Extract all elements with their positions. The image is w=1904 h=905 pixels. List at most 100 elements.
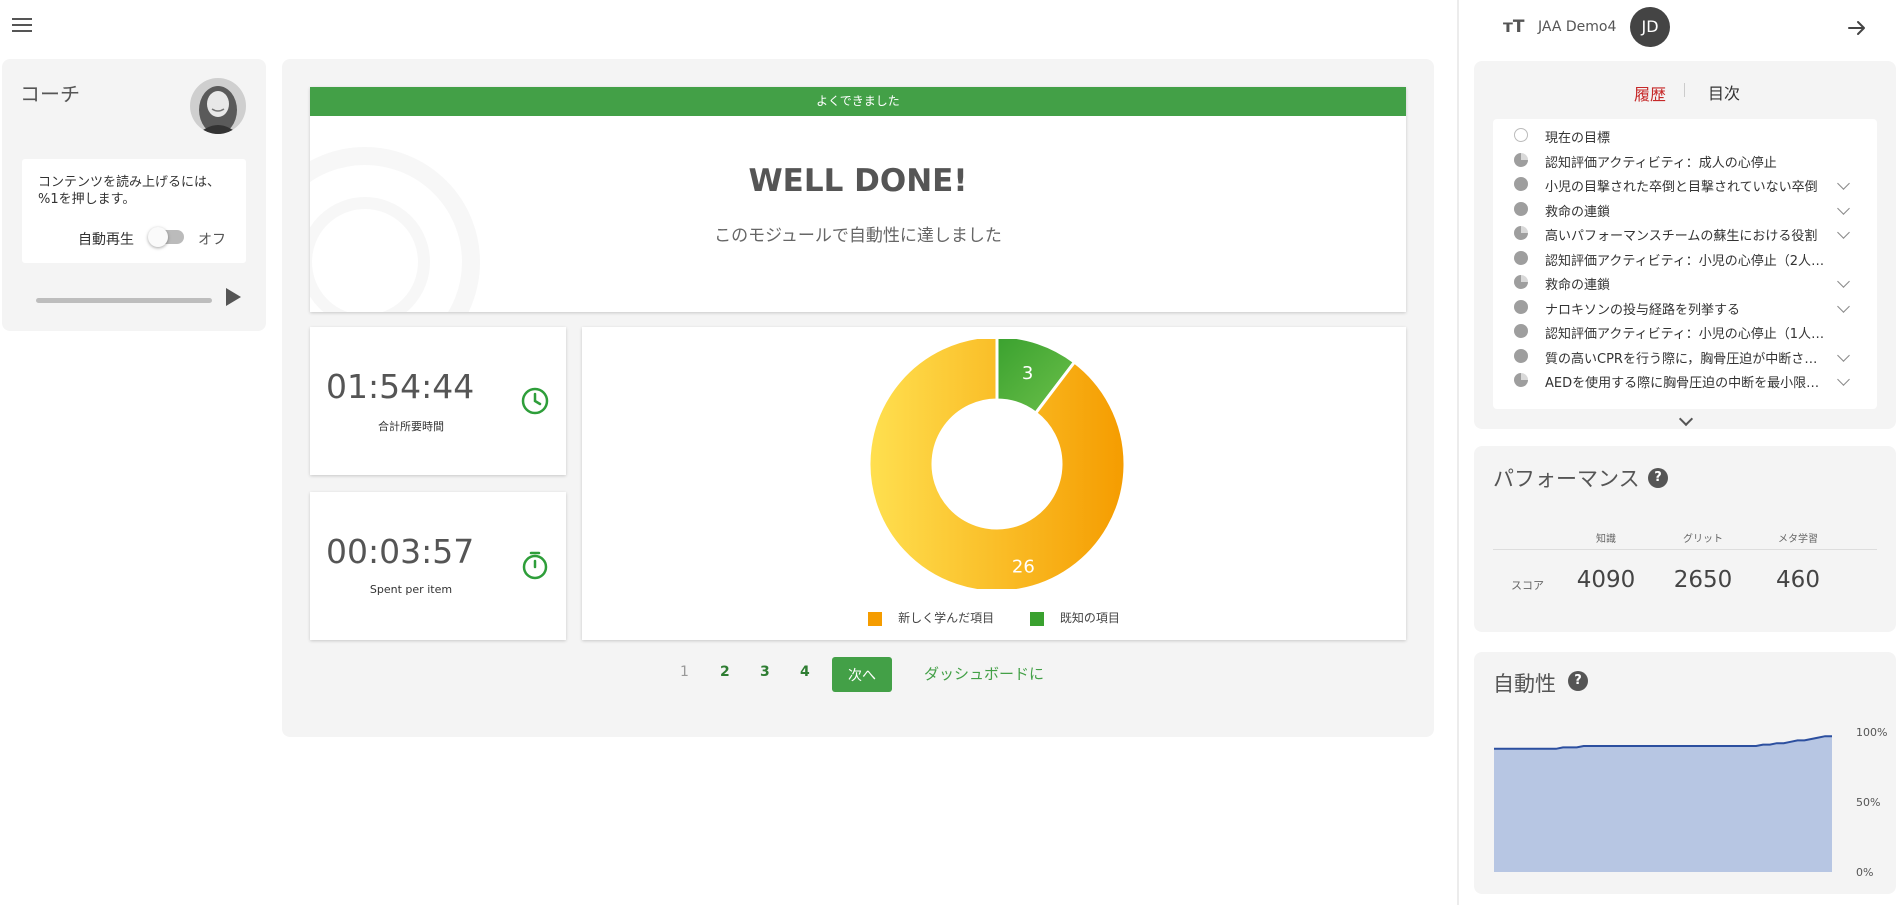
result-subtitle: このモジュールで自動性に達しました	[714, 226, 1002, 246]
legend-label-new: 新しく学んだ項目	[898, 611, 995, 625]
chevron-down-icon[interactable]	[1837, 373, 1850, 386]
per-item-value: 00:03:57	[326, 532, 475, 571]
chevron-down-icon[interactable]	[1837, 348, 1850, 362]
chevron-down-icon[interactable]	[1837, 299, 1850, 313]
legend-item-known: 既知の項目	[1029, 609, 1120, 626]
perf-divider	[1493, 549, 1877, 550]
user-avatar[interactable]: JD	[1630, 7, 1670, 47]
automaticity-chart: 100% 50% 0%	[1494, 726, 1887, 879]
filled-circle-icon	[1514, 348, 1528, 363]
dashboard-link[interactable]: ダッシュボードに	[924, 665, 1045, 683]
page-4[interactable]: 4	[800, 664, 810, 680]
toc-item-label: 現在の目標	[1545, 131, 1611, 146]
y-tick-label: 0%	[1856, 866, 1873, 879]
y-tick-label: 50%	[1856, 796, 1880, 809]
toc-item-label: 認知評価アクティビティ：小児の心停止（1人法）	[1545, 327, 1825, 342]
progress-pie-icon	[1514, 275, 1528, 289]
audio-progress-bar[interactable]	[36, 298, 212, 303]
clock-icon	[521, 387, 549, 415]
chevron-down-icon[interactable]	[1837, 177, 1850, 190]
history-list: 現在の目標認知評価アクティビティ：成人の心停止 小児の目撃された卒倒と目撃されてい…	[1493, 119, 1877, 409]
per-item-label: Spent per item	[369, 583, 453, 596]
total-time-value: 01:54:44	[326, 367, 475, 406]
legend-swatch-known	[1029, 611, 1044, 626]
page-2[interactable]: 2	[720, 664, 730, 680]
per-item-card: 00:03:57 Spent per item	[310, 492, 566, 640]
tts-instructions: コンテンツを読み上げるには、%1を押します。	[38, 175, 221, 207]
automaticity-help-icon[interactable]: ?	[1568, 671, 1588, 691]
toc-item[interactable]: 現在の目標	[1493, 123, 1877, 147]
hamburger-menu-icon[interactable]	[10, 14, 34, 38]
progress-pie-icon	[1514, 373, 1528, 387]
perf-value-grit: 2650	[1673, 567, 1733, 593]
perf-value-meta: 460	[1776, 567, 1820, 593]
data-label-known: 3	[1022, 363, 1033, 384]
result-banner: よくできました WELL DONE! このモジュールで自動性に達しました	[310, 87, 1406, 312]
progress-pie-icon	[1514, 152, 1528, 167]
toc-item-label: 認知評価アクティビティ：小児の心停止（2人法）	[1545, 253, 1825, 269]
legend-item-new: 新しく学んだ項目	[868, 609, 994, 626]
autoplay-toggle[interactable]	[148, 227, 184, 247]
total-time-label: 合計所要時間	[378, 420, 444, 433]
progress-pie-icon	[1514, 226, 1528, 240]
chart-legend: 新しく学んだ項目 既知の項目	[582, 609, 1406, 626]
toc-item-label: 認知評価アクティビティ：成人の心停止	[1545, 155, 1777, 171]
autoplay-label: 自動再生	[78, 232, 134, 248]
learning-chart-card: 3 26 新しく学んだ項目 既知の項目	[582, 327, 1406, 640]
tab-separator	[1684, 83, 1685, 97]
slice-new-items[interactable]	[867, 339, 1127, 589]
tab-history[interactable]: 履歴	[1634, 85, 1667, 104]
font-size-icon[interactable]: ᴛT	[1503, 17, 1525, 37]
page-1[interactable]: 1	[680, 664, 689, 680]
toc-item[interactable]: 救命の連鎖	[1493, 197, 1877, 221]
toc-item[interactable]: 高いパフォーマンスチームの蘇生における役割	[1493, 221, 1877, 245]
tab-toc[interactable]: 目次	[1708, 84, 1741, 103]
legend-label-known: 既知の項目	[1059, 611, 1120, 625]
performance-panel	[1474, 446, 1896, 632]
perf-row-label: スコア	[1511, 579, 1544, 592]
chevron-down-icon[interactable]	[1837, 201, 1850, 215]
performance-title: パフォーマンス	[1493, 467, 1640, 491]
toc-item-label: 救命の連鎖	[1545, 204, 1611, 220]
sidebar-divider	[1457, 0, 1459, 905]
arrow-right-icon[interactable]	[1845, 16, 1869, 40]
toc-item-label: 質の高いCPRを行う際に，胸骨圧迫が中断される	[1545, 351, 1825, 367]
toc-item[interactable]: AEDを使用する際に胸骨圧迫の中断を最小限にする	[1493, 368, 1877, 392]
banner-bar: よくできました	[310, 87, 1406, 116]
toc-item[interactable]: 認知評価アクティビティ：小児の心停止（2人法）	[1493, 246, 1877, 270]
chevron-down-icon[interactable]	[1837, 275, 1850, 288]
toc-item-label: ナロキソンの投与経路を列挙する	[1545, 302, 1741, 318]
tts-box	[22, 159, 246, 263]
filled-circle-icon	[1514, 324, 1528, 338]
toc-item-label: 高いパフォーマンスチームの蘇生における役割	[1545, 229, 1818, 244]
filled-circle-icon	[1514, 201, 1528, 216]
user-name: JAA Demo4	[1538, 19, 1617, 35]
automaticity-area	[1494, 736, 1832, 872]
chevron-down-icon[interactable]	[1837, 226, 1850, 239]
filled-circle-icon	[1514, 299, 1528, 314]
empty-circle-icon	[1514, 128, 1528, 142]
learning-donut-chart: 3 26	[867, 339, 1127, 589]
perf-col-meta: メタ学習	[1778, 534, 1818, 545]
play-icon[interactable]	[226, 288, 241, 306]
toc-item[interactable]: 認知評価アクティビティ：小児の心停止（1人法）	[1493, 319, 1877, 343]
y-tick-label: 100%	[1856, 726, 1887, 739]
legend-swatch-new	[868, 611, 883, 626]
page-3[interactable]: 3	[760, 664, 770, 680]
performance-help-icon[interactable]: ?	[1648, 468, 1668, 488]
toc-item[interactable]: 救命の連鎖	[1493, 270, 1877, 294]
filled-circle-icon	[1514, 250, 1528, 265]
toc-item[interactable]: 質の高いCPRを行う際に，胸骨圧迫が中断される	[1493, 344, 1877, 368]
automaticity-title: 自動性	[1493, 672, 1556, 696]
autoplay-state: オフ	[198, 232, 226, 248]
perf-col-grit: グリット	[1683, 534, 1723, 545]
toc-item[interactable]: 小児の目撃された卒倒と目撃されていない卒倒	[1493, 172, 1877, 196]
next-button[interactable]: 次へ	[832, 657, 892, 692]
filled-circle-icon	[1514, 177, 1528, 191]
toc-item[interactable]: 認知評価アクティビティ：成人の心停止	[1493, 148, 1877, 172]
toc-item-label: AEDを使用する際に胸骨圧迫の中断を最小限にする	[1545, 376, 1825, 391]
toc-item[interactable]: ナロキソンの投与経路を列挙する	[1493, 295, 1877, 319]
data-label-new: 26	[1012, 557, 1035, 578]
toggle-knob	[148, 227, 168, 247]
stopwatch-icon	[522, 551, 548, 580]
